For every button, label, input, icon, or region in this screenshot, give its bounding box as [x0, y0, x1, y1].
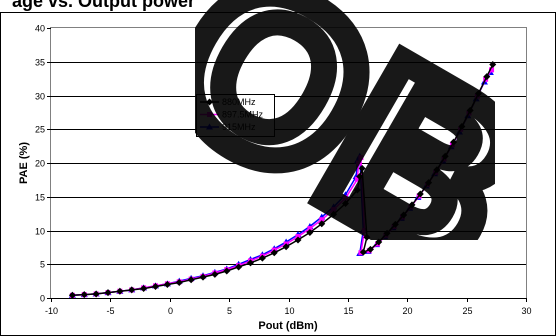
x-tick-label-3: 5 — [227, 306, 232, 316]
data-point-0-6 — [140, 285, 148, 293]
data-point-1-44 — [489, 67, 495, 73]
legend-label-0: 880MHz — [222, 97, 256, 107]
y-axis-title: PAE (%) — [18, 142, 30, 184]
y-tick-label-4: 20 — [35, 159, 45, 169]
data-point-0-22 — [330, 210, 338, 218]
data-point-0-8 — [163, 281, 171, 288]
data-point-1-23 — [343, 195, 348, 201]
data-point-0-37 — [433, 166, 441, 174]
x-tick-label-1: -5 — [106, 306, 114, 316]
data-point-1-27 — [362, 228, 367, 233]
legend-marker-1 — [207, 112, 212, 117]
data-point-0-14 — [235, 263, 243, 271]
data-point-0-36 — [425, 179, 433, 187]
x-axis-title: Pout (dBm) — [258, 320, 318, 332]
data-point-0-4 — [116, 287, 124, 295]
data-point-0-33 — [400, 211, 408, 219]
x-tick-label-0: -10 — [45, 306, 58, 316]
data-point-0-27 — [363, 233, 371, 241]
legend: 880MHz 897.5MHz 915MHz — [196, 94, 275, 137]
data-point-0-30 — [375, 238, 383, 246]
data-point-1-26 — [358, 155, 364, 161]
x-tick-label-6: 20 — [402, 306, 412, 316]
legend-marker-0 — [206, 98, 213, 106]
data-point-1-25 — [356, 160, 362, 166]
data-point-0-40 — [458, 123, 466, 131]
data-point-0-3 — [104, 289, 112, 297]
data-point-0-17 — [270, 249, 278, 257]
data-point-0-18 — [282, 243, 290, 251]
data-point-0-7 — [152, 283, 159, 291]
legend-label-2: 915MHz — [222, 122, 256, 132]
legend-label-1: 897.5MHz — [222, 110, 264, 120]
data-point-0-24 — [353, 186, 361, 194]
data-point-0-28 — [359, 248, 367, 256]
x-tick-label-8: 30 — [521, 306, 531, 316]
data-point-0-19 — [294, 236, 302, 244]
data-point-0-12 — [211, 270, 219, 278]
data-point-1-22 — [331, 207, 337, 213]
data-point-1-20 — [307, 225, 313, 231]
chart-border — [0, 12, 556, 336]
y-tick-label-0: 0 — [40, 294, 45, 304]
series-layer — [68, 60, 497, 299]
data-point-0-16 — [258, 254, 266, 262]
data-point-0-13 — [223, 267, 231, 275]
y-tick-label-3: 15 — [35, 193, 45, 203]
x-tick-label-5: 15 — [343, 306, 353, 316]
data-point-0-0 — [68, 291, 76, 299]
data-point-0-38 — [441, 152, 449, 160]
data-point-0-29 — [366, 245, 374, 253]
data-point-0-32 — [391, 220, 399, 228]
gridlines — [51, 62, 526, 265]
legend-marker-2 — [206, 123, 213, 130]
x-axis: -10 -5 0 5 10 15 20 25 30 — [45, 298, 532, 316]
data-point-0-23 — [342, 200, 349, 207]
data-point-0-26 — [358, 164, 366, 172]
data-point-0-15 — [247, 259, 254, 267]
data-point-0-31 — [383, 229, 391, 237]
data-point-0-9 — [175, 278, 183, 286]
data-point-0-25 — [356, 173, 364, 180]
data-point-0-20 — [306, 229, 314, 237]
y-tick-label-1: 5 — [40, 260, 45, 270]
data-point-1-21 — [319, 217, 325, 223]
y-tick-label-5: 25 — [35, 125, 45, 135]
chart-title-fragment: age vs. Output power — [12, 0, 196, 11]
y-tick-label-6: 30 — [35, 92, 45, 102]
data-point-1-24 — [354, 176, 360, 182]
data-point-0-34 — [408, 201, 416, 209]
y-tick-label-2: 10 — [35, 227, 45, 237]
data-point-0-42 — [475, 89, 482, 97]
data-point-0-10 — [187, 276, 195, 284]
x-tick-label-2: 0 — [168, 306, 173, 316]
data-point-0-41 — [466, 106, 474, 114]
y-tick-label-8: 40 — [35, 24, 45, 34]
data-point-0-21 — [318, 220, 326, 228]
y-tick-label-7: 35 — [35, 58, 45, 68]
data-point-0-2 — [92, 290, 100, 298]
data-point-0-5 — [128, 286, 136, 294]
data-point-0-35 — [416, 190, 424, 198]
data-point-0-1 — [80, 291, 88, 299]
data-point-0-39 — [450, 138, 458, 146]
x-tick-label-4: 10 — [284, 306, 294, 316]
y-axis: 0 5 10 15 20 25 30 35 40 — [35, 24, 51, 304]
data-point-0-11 — [199, 273, 207, 281]
series-880mhz — [68, 60, 497, 299]
data-point-0-43 — [483, 73, 491, 81]
x-tick-label-7: 25 — [462, 306, 472, 316]
data-point-0-44 — [489, 60, 497, 68]
